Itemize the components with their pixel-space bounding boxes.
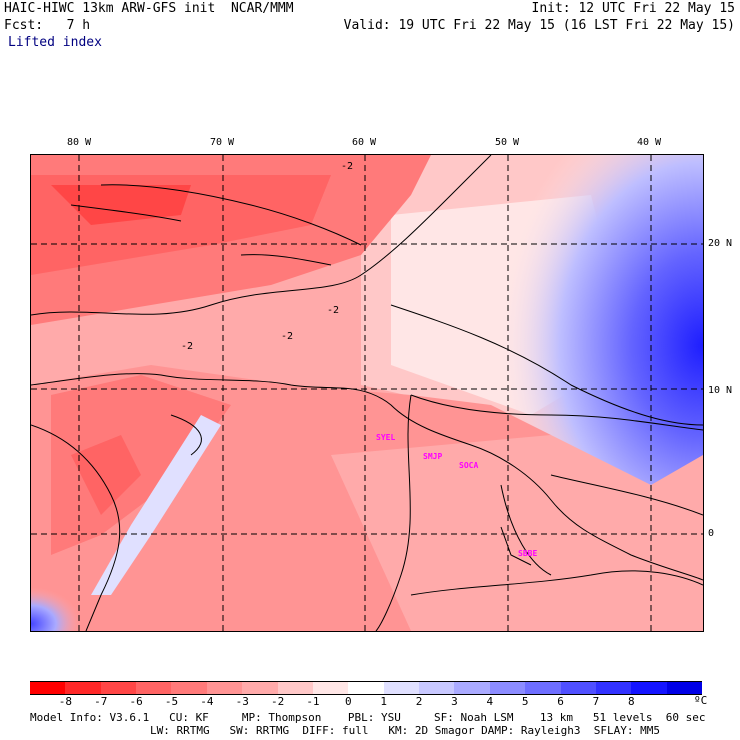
lat-label-20n: 20 N <box>708 238 733 249</box>
lon-label-80w: 80 W <box>67 137 92 148</box>
colorbar-segment <box>100 681 137 695</box>
colorbar-tick-label: -7 <box>94 695 108 708</box>
colorbar-tick-label: -5 <box>164 695 179 708</box>
colorbar-tick-label: 7 <box>592 695 600 708</box>
colorbar-segment <box>631 681 668 695</box>
colorbar-segment <box>30 681 66 695</box>
init-time: Init: 12 UTC Fri 22 May 15 <box>531 1 736 16</box>
colorbar-segment <box>383 681 420 695</box>
colorbar-segment <box>242 681 279 695</box>
valid-time: Valid: 19 UTC Fri 22 May 15 (16 LST Fri … <box>343 18 735 33</box>
colorbar-tick-label: -4 <box>200 695 214 708</box>
colorbar-tick-label: -6 <box>129 695 143 708</box>
colorbar-segment <box>171 681 208 695</box>
colorbar-tick-label: 6 <box>557 695 564 708</box>
colorbar-tick-label: -1 <box>306 695 320 708</box>
station-label: SMJP <box>423 452 443 461</box>
colorbar-segment <box>136 681 172 695</box>
colorbar-tick-label: 0 <box>345 695 352 708</box>
map-title: HAIC-HIWC 13km ARW-GFS init NCAR/MMM <box>4 1 294 16</box>
station-label: SOCA <box>459 461 479 470</box>
colorbar-unit: ºC <box>694 694 708 707</box>
contour-label: -2 <box>341 161 354 172</box>
colorbar-segment <box>419 681 455 695</box>
contour-label: -2 <box>281 331 294 342</box>
colorbar-tick-label: 1 <box>380 695 387 708</box>
lifted-index-field <box>31 155 703 631</box>
contour-label: -2 <box>181 341 194 352</box>
field-name: Lifted index <box>8 35 102 50</box>
colorbar-segment <box>525 681 562 695</box>
colorbar-segment <box>560 681 597 695</box>
colorbar-segment <box>666 681 703 695</box>
colorbar-tick-label: 8 <box>627 695 635 708</box>
colorbar-tick-label: -3 <box>235 695 249 708</box>
contour-label: -2 <box>327 305 340 316</box>
colorbar-tick-label: -2 <box>270 695 285 708</box>
colorbar-segment <box>489 681 526 695</box>
colorbar-segment <box>454 681 491 695</box>
colorbar-tick-label: 3 <box>451 695 458 708</box>
colorbar-segment <box>206 681 243 695</box>
lon-label-40w: 40 W <box>637 137 662 148</box>
lon-label-60w: 60 W <box>352 137 377 148</box>
station-label: SYEL <box>376 433 396 442</box>
lat-label-10n: 10 N <box>708 385 733 396</box>
lat-label-0: 0 <box>708 528 715 539</box>
lon-label-50w: 50 W <box>495 137 520 148</box>
model-info-line2: LW: RRTMG SW: RRTMG DIFF: full KM: 2D Sm… <box>150 724 660 737</box>
lifted-index-map: -2 -2 -2 -2 SYEL SMJP SOCA SBBE <box>30 154 704 632</box>
forecast-hour: Fcst: 7 h <box>4 18 91 33</box>
colorbar-segment <box>277 681 314 695</box>
colorbar-tick-label: 5 <box>521 695 529 708</box>
lon-label-70w: 70 W <box>210 137 235 148</box>
station-label: SBBE <box>518 549 538 558</box>
colorbar-tick-label: -8 <box>58 695 72 708</box>
colorbar-segment <box>595 681 632 695</box>
colorbar-tick-label: 2 <box>415 695 423 708</box>
colorbar-segment <box>65 681 102 695</box>
colorbar-tick-label: 4 <box>486 695 494 708</box>
colorbar-segment <box>312 681 349 695</box>
model-info-line1: Model Info: V3.6.1 CU: KF MP: Thompson P… <box>30 711 706 724</box>
colorbar-segment <box>348 681 385 695</box>
